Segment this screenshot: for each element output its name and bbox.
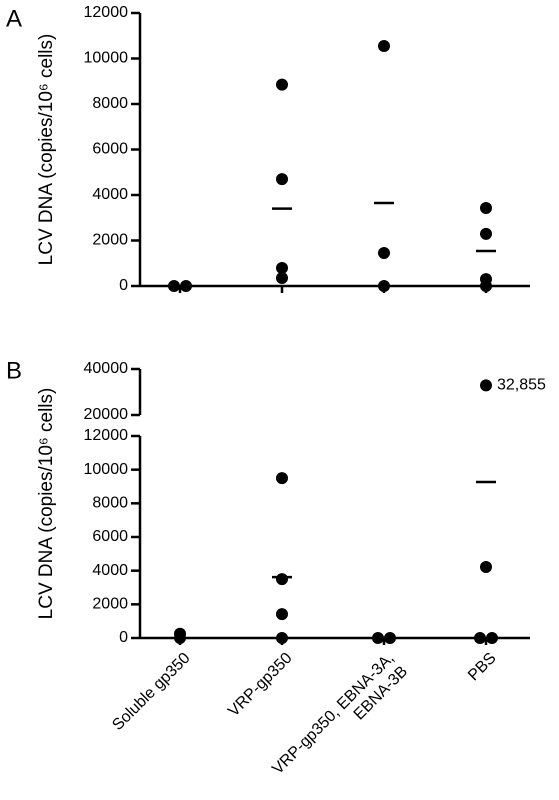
y-tick-label: 10000	[84, 50, 129, 67]
y-axis-label: LCV DNA (copies/10⁶ cells)	[36, 388, 57, 620]
x-tick-label: Soluble gp350	[109, 650, 193, 734]
x-tick-label: VRP-gp350	[225, 650, 296, 721]
data-point	[480, 201, 492, 214]
y-tick-label: 6000	[92, 141, 128, 158]
data-point	[378, 247, 390, 260]
data-point	[474, 632, 486, 644]
data-point	[276, 173, 288, 186]
data-point	[276, 472, 288, 485]
data-point	[378, 280, 390, 292]
data-point	[486, 632, 498, 644]
data-point	[480, 379, 492, 392]
y-tick-label: 12000	[84, 4, 129, 21]
y-tick-label: 6000	[92, 528, 128, 545]
y-tick-label: 10000	[84, 461, 129, 478]
value-label: 32,855	[497, 377, 546, 394]
data-point	[480, 280, 492, 292]
data-point	[174, 627, 186, 640]
data-point	[276, 262, 288, 275]
y-axis-label: LCV DNA (copies/10⁶ cells)	[36, 34, 57, 266]
data-point	[480, 227, 492, 240]
y-tick-label: 2000	[92, 596, 128, 613]
x-tick-label: PBS	[465, 650, 500, 685]
panel-label: B	[6, 357, 22, 384]
data-point	[276, 78, 288, 91]
data-point	[378, 39, 390, 52]
y-tick-label: 8000	[92, 495, 128, 512]
y-tick-label: 20000	[84, 406, 129, 423]
y-tick-label: 40000	[84, 360, 129, 377]
data-point	[276, 632, 288, 644]
data-point	[480, 560, 492, 573]
x-tick-label-line: VRP-gp350	[225, 650, 296, 721]
data-point	[372, 632, 384, 644]
data-point	[276, 272, 288, 285]
x-tick-label-line: PBS	[465, 650, 500, 685]
x-tick-label: VRP-gp350, EBNA-3A,EBNA-3B	[269, 650, 411, 792]
y-tick-label: 8000	[92, 95, 128, 112]
y-tick-label: 4000	[92, 562, 128, 579]
x-tick-label-line: VRP-gp350, EBNA-3A,	[269, 650, 397, 778]
y-tick-label: 12000	[84, 427, 129, 444]
y-tick-label: 4000	[92, 186, 128, 203]
panel-label: A	[6, 5, 22, 32]
data-point	[276, 573, 288, 586]
y-tick-label: 2000	[92, 232, 128, 249]
data-point	[180, 280, 192, 292]
data-point	[276, 608, 288, 621]
y-tick-label: 0	[119, 277, 128, 294]
data-point	[168, 280, 180, 292]
y-tick-label: 0	[119, 629, 128, 646]
x-tick-label-line: Soluble gp350	[109, 650, 193, 734]
data-point	[384, 632, 396, 644]
